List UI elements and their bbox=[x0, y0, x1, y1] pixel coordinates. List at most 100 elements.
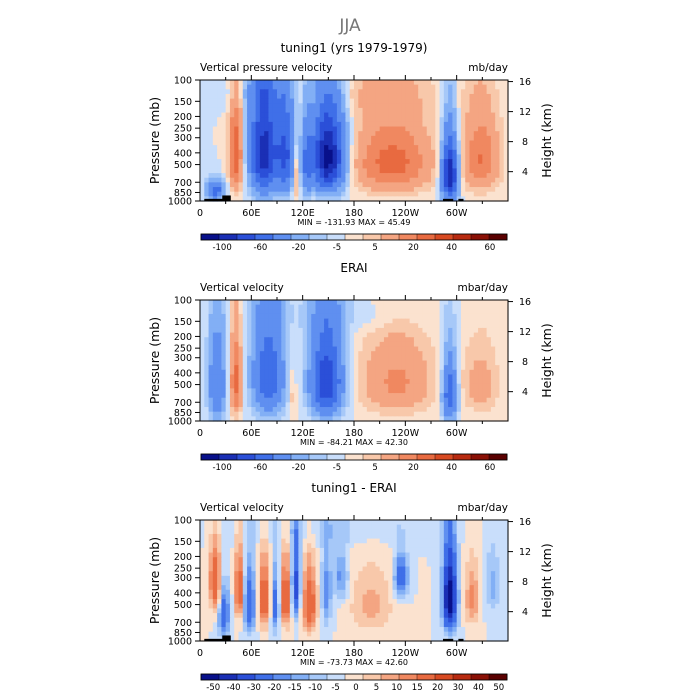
field-cell bbox=[251, 117, 257, 123]
field-cell bbox=[401, 98, 406, 104]
field-cell bbox=[383, 407, 389, 413]
field-cell bbox=[242, 117, 248, 123]
field-cell bbox=[229, 533, 235, 540]
field-cell bbox=[217, 300, 222, 306]
field-cell bbox=[499, 168, 505, 174]
field-cell bbox=[272, 187, 278, 193]
field-cell bbox=[405, 112, 411, 118]
field-cell bbox=[422, 580, 428, 586]
field-cell bbox=[332, 529, 338, 535]
field-cell bbox=[315, 126, 321, 132]
field-cell bbox=[289, 402, 295, 408]
field-cell bbox=[439, 379, 445, 385]
field-cell bbox=[392, 374, 398, 380]
field-cell bbox=[212, 140, 218, 146]
field-cell bbox=[405, 585, 411, 591]
pressure-tick-label: 250 bbox=[174, 124, 192, 135]
field-cell bbox=[264, 318, 270, 324]
field-cell bbox=[264, 84, 270, 90]
field-cell bbox=[238, 575, 244, 582]
field-cell bbox=[460, 407, 466, 413]
field-cell bbox=[465, 369, 471, 376]
field-cell bbox=[371, 379, 376, 385]
field-cell bbox=[366, 332, 372, 338]
field-cell bbox=[306, 177, 312, 183]
field-cell bbox=[422, 571, 428, 577]
field-cell bbox=[431, 571, 436, 577]
field-cell bbox=[345, 163, 351, 170]
field-cell bbox=[435, 365, 441, 371]
field-cell bbox=[238, 538, 244, 544]
field-cell bbox=[208, 304, 214, 310]
field-cell bbox=[439, 145, 445, 151]
field-cell bbox=[319, 131, 325, 137]
field-cell bbox=[495, 416, 501, 422]
field-cell bbox=[396, 154, 402, 160]
field-cell bbox=[478, 140, 483, 146]
field-cell bbox=[234, 580, 240, 586]
colorbar-swatch bbox=[416, 453, 436, 461]
field-cell bbox=[298, 191, 304, 197]
field-cell bbox=[366, 566, 372, 572]
field-cell bbox=[212, 533, 218, 540]
field-cell bbox=[298, 337, 304, 343]
field-cell bbox=[229, 407, 235, 413]
field-cell bbox=[208, 177, 214, 183]
field-cell bbox=[349, 182, 355, 188]
field-cell bbox=[208, 341, 214, 348]
field-cell bbox=[277, 107, 282, 114]
field-cell bbox=[413, 580, 419, 586]
field-cell bbox=[426, 360, 432, 366]
field-cell bbox=[375, 145, 381, 151]
field-cell bbox=[289, 388, 295, 394]
field-cell bbox=[460, 524, 466, 530]
field-cell bbox=[242, 309, 248, 315]
field-cell bbox=[460, 121, 466, 128]
field-cell bbox=[362, 552, 368, 558]
field-cell bbox=[298, 538, 304, 544]
field-cells bbox=[200, 520, 509, 642]
field-cell bbox=[418, 402, 424, 408]
field-cell bbox=[272, 369, 278, 376]
field-cell bbox=[405, 145, 411, 151]
field-cell bbox=[328, 187, 334, 193]
field-cell bbox=[354, 177, 359, 183]
field-cell bbox=[465, 145, 471, 151]
field-cell bbox=[418, 304, 424, 310]
field-cell bbox=[426, 397, 432, 403]
field-cell bbox=[375, 163, 381, 170]
field-cell bbox=[277, 543, 282, 549]
colorbar-label: 5 bbox=[372, 463, 377, 473]
field-cell bbox=[212, 360, 218, 366]
field-cell bbox=[375, 98, 381, 104]
field-cell bbox=[277, 121, 282, 128]
field-cell bbox=[405, 580, 411, 586]
field-cell bbox=[200, 135, 205, 142]
field-cell bbox=[225, 140, 231, 146]
field-cell bbox=[405, 126, 411, 132]
field-cell bbox=[212, 98, 218, 104]
field-cell bbox=[486, 80, 492, 86]
field-cell bbox=[221, 323, 227, 329]
field-cell bbox=[405, 360, 411, 366]
field-cell bbox=[405, 168, 411, 174]
field-cell bbox=[251, 552, 257, 558]
field-cell bbox=[268, 337, 274, 343]
field-cell bbox=[247, 341, 252, 348]
field-cell bbox=[422, 388, 428, 394]
field-cell bbox=[238, 524, 244, 530]
field-cell bbox=[392, 383, 398, 390]
field-cell bbox=[264, 416, 270, 422]
field-cell bbox=[349, 416, 355, 422]
field-cell bbox=[396, 163, 402, 170]
field-cell bbox=[294, 121, 299, 128]
field-cell bbox=[225, 163, 231, 170]
field-cell bbox=[418, 388, 424, 394]
field-cell bbox=[362, 379, 368, 385]
field-cell bbox=[281, 529, 287, 535]
field-cell bbox=[289, 318, 295, 324]
field-cell bbox=[456, 84, 462, 90]
field-cell bbox=[388, 360, 394, 366]
field-cell bbox=[456, 191, 462, 197]
field-cell bbox=[259, 561, 265, 568]
